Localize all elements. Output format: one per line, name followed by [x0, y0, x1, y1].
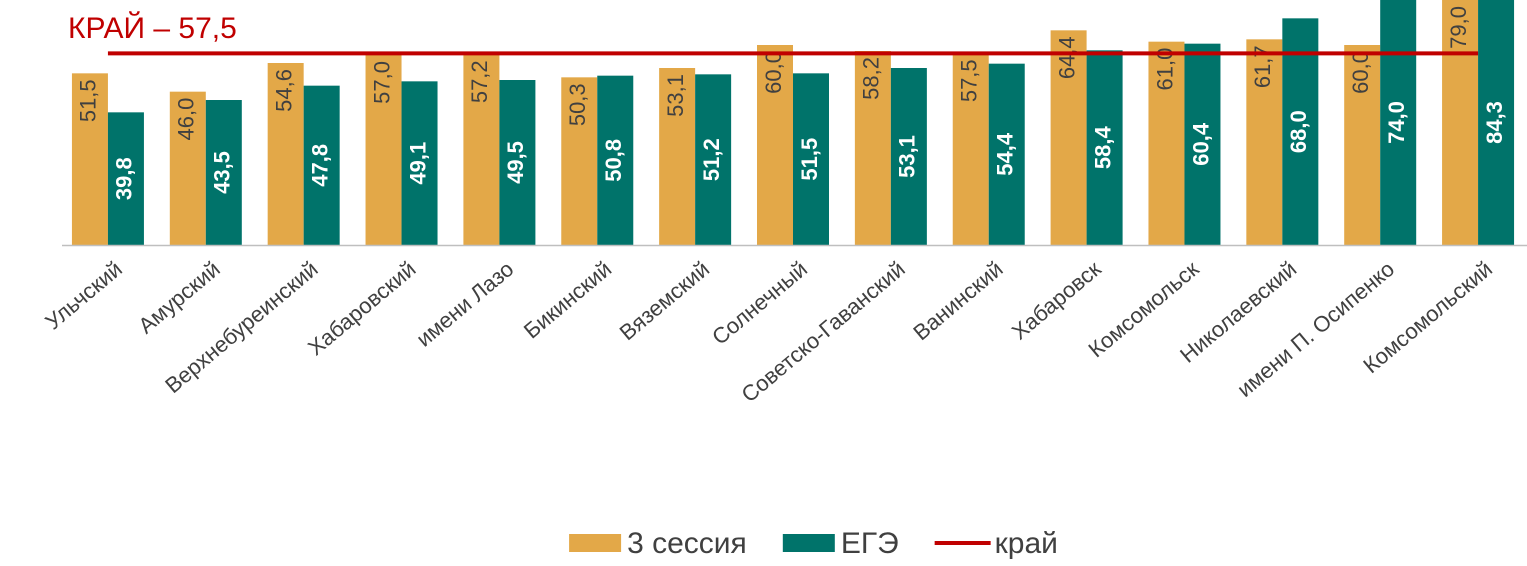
- bar: [854, 51, 891, 245]
- bar: [1344, 45, 1381, 245]
- value-label: 51,2: [699, 138, 724, 181]
- plot-area: 51,5 46,0 54,6 57,0 57,2 50,3 53,1 60,0 58,2 57,5…: [71, 0, 1515, 246]
- value-label: 84,3: [1482, 101, 1507, 144]
- bar: [463, 54, 500, 246]
- bar: [205, 100, 242, 245]
- value-label: 68,0: [1286, 110, 1311, 153]
- bar: [793, 73, 829, 245]
- value-label: 47,8: [307, 144, 332, 187]
- x-tick-label: Хабаровск: [1007, 256, 1106, 345]
- x-tick-label: имени Лазо: [411, 256, 518, 351]
- bar: [1184, 43, 1221, 245]
- legend-item: ЕГЭ: [782, 527, 899, 560]
- annotation: КРАЙ – 57,5: [68, 11, 237, 45]
- x-tick-label: Вяземский: [615, 256, 714, 345]
- value-label: 79,0: [1446, 6, 1471, 49]
- value-label: 50,8: [601, 139, 626, 182]
- bar: [757, 45, 793, 245]
- value-label: 53,1: [895, 135, 920, 178]
- value-label: 51,5: [76, 79, 101, 122]
- bar: [499, 80, 536, 245]
- x-tick-label: Хабаровский: [303, 256, 420, 360]
- bar: [952, 53, 989, 246]
- x-tick-label: Советско-Гаванский: [736, 256, 909, 407]
- bar: [1282, 18, 1319, 246]
- x-tick-label: Амурский: [133, 256, 224, 338]
- value-label: 74,0: [1384, 101, 1409, 144]
- value-label: 46,0: [174, 98, 199, 141]
- bar: [365, 55, 402, 245]
- legend-label: ЕГЭ: [841, 527, 899, 560]
- bar: [1442, 0, 1479, 246]
- bar: [107, 112, 144, 245]
- bar: [71, 73, 108, 245]
- x-tick-label: Бикинский: [519, 256, 616, 343]
- x-tick-label: Ванинский: [908, 256, 1007, 345]
- bar: [1246, 39, 1283, 246]
- legend-swatch: [782, 534, 835, 552]
- bar: [267, 63, 304, 245]
- value-label: 51,5: [797, 138, 822, 181]
- value-label: 60,0: [761, 51, 786, 94]
- value-label: 57,0: [369, 61, 394, 104]
- value-label: 54,4: [993, 132, 1018, 176]
- bar: [401, 81, 438, 245]
- value-label: 49,5: [503, 141, 528, 184]
- value-label: 43,5: [210, 151, 235, 194]
- bar: [1086, 50, 1123, 246]
- value-label: 60,4: [1188, 122, 1213, 166]
- legend: 3 сессия ЕГЭ край: [569, 527, 1058, 560]
- bar: [890, 68, 927, 245]
- value-label: 64,4: [1054, 36, 1079, 79]
- value-label: 57,2: [467, 60, 492, 103]
- value-label: 57,5: [957, 59, 982, 102]
- legend-label: 3 сессия: [627, 527, 747, 560]
- value-label: 50,3: [565, 83, 590, 126]
- bar: [561, 77, 598, 245]
- bar: [988, 63, 1025, 245]
- value-label: 54,6: [271, 69, 296, 112]
- bar: [1050, 30, 1087, 246]
- legend-label: край: [995, 527, 1058, 560]
- value-label: 60,0: [1348, 51, 1373, 94]
- value-label: 49,1: [405, 142, 430, 185]
- x-tick-label: Ульчский: [40, 256, 127, 334]
- x-tick-label: Солнечный: [707, 256, 812, 350]
- bar: [597, 75, 634, 246]
- legend-swatch: [569, 534, 622, 552]
- legend-item: 3 сессия: [569, 527, 747, 560]
- value-label: 53,1: [663, 74, 688, 117]
- bar: [1380, 0, 1417, 246]
- bar: [1148, 41, 1185, 245]
- value-label: 58,2: [859, 57, 884, 100]
- bar: [1478, 0, 1515, 245]
- legend-item: край: [934, 527, 1058, 560]
- value-label: 58,4: [1090, 125, 1115, 169]
- x-tick-label: имени П. Осипенко: [1232, 256, 1399, 402]
- bar: [695, 74, 732, 245]
- bar: [659, 68, 696, 245]
- bar: [303, 85, 340, 246]
- bar: [169, 91, 206, 246]
- value-label: 39,8: [112, 157, 137, 200]
